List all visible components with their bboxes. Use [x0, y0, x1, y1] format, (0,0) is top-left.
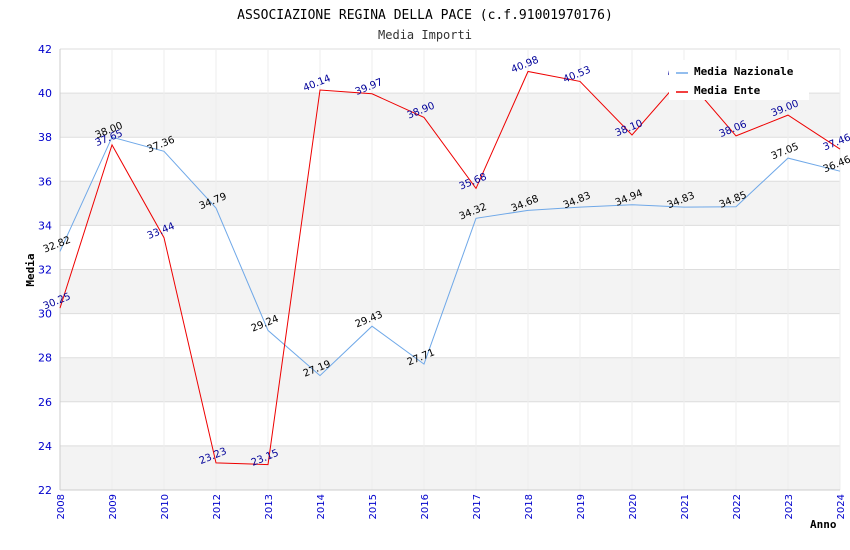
grid-band — [60, 401, 840, 446]
y-tick-label: 40 — [38, 87, 52, 100]
x-tick-label: 2021 — [680, 494, 691, 519]
y-tick-label: 42 — [38, 43, 52, 56]
y-tick-label: 30 — [38, 308, 52, 321]
grid-band — [60, 357, 840, 402]
grid-band — [60, 181, 840, 226]
x-tick-label: 2009 — [108, 494, 119, 519]
x-tick-label: 2020 — [628, 494, 639, 519]
y-tick-label: 24 — [38, 440, 52, 453]
grid-band — [60, 93, 840, 138]
x-tick-label: 2014 — [316, 494, 327, 519]
x-tick-label: 2017 — [472, 494, 483, 519]
x-tick-label: 2023 — [784, 494, 795, 519]
chart-subtitle: Media Importi — [378, 28, 472, 42]
chart-title: ASSOCIAZIONE REGINA DELLA PACE (c.f.9100… — [237, 8, 613, 23]
legend-label-ente: Media Ente — [694, 84, 761, 97]
grid-band — [60, 137, 840, 182]
legend: Media Nazionale Media Ente — [669, 60, 809, 100]
grid-band — [60, 313, 840, 358]
y-tick-label: 22 — [38, 484, 52, 497]
x-tick-label: 2013 — [264, 494, 275, 519]
y-tick-label: 36 — [38, 175, 52, 188]
grid-bands — [59, 48, 841, 491]
x-tick-label: 2024 — [836, 494, 847, 519]
y-tick-label: 28 — [38, 352, 52, 365]
y-tick-label: 32 — [38, 264, 52, 277]
series-line-1 — [59, 70, 841, 466]
y-axis-title: Media — [24, 253, 37, 286]
y-tick-label: 26 — [38, 396, 52, 409]
x-tick-label: 2015 — [368, 494, 379, 519]
grid-band — [60, 225, 840, 270]
legend-background — [669, 60, 809, 100]
x-tick-label: 2019 — [576, 494, 587, 519]
grid-band — [60, 445, 840, 490]
x-axis-ticks: 2008 2009 2010 2012 2013 2014 2015 2016 2017 2018… — [56, 494, 847, 519]
y-tick-label: 38 — [38, 131, 52, 144]
series-lines — [59, 70, 841, 466]
series-line-0 — [59, 136, 841, 377]
y-axis-ticks: 22 24 26 28 30 32 34 36 38 40 42 — [38, 43, 52, 497]
x-tick-label: 2022 — [732, 494, 743, 519]
legend-label-nazionale: Media Nazionale — [694, 65, 794, 78]
x-tick-label: 2016 — [420, 494, 431, 519]
x-axis-title: Anno — [810, 518, 837, 531]
x-tick-label: 2010 — [160, 494, 171, 519]
x-tick-label: 2018 — [524, 494, 535, 519]
x-tick-label: 2012 — [212, 494, 223, 519]
x-tick-label: 2008 — [56, 494, 67, 519]
y-tick-label: 34 — [38, 219, 52, 232]
